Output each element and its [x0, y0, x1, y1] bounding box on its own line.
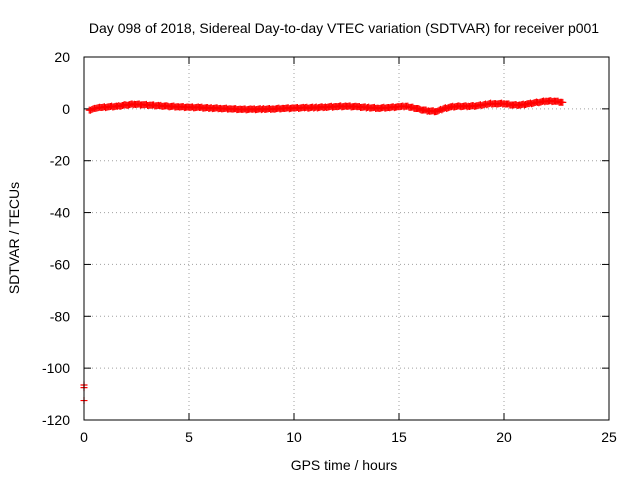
plot-frame — [83, 56, 610, 421]
y-tick-label: -60 — [50, 256, 70, 272]
y-tick-label: -120 — [42, 412, 70, 428]
x-tick-label: 15 — [391, 429, 407, 445]
x-tick-label: 10 — [286, 429, 302, 445]
y-tick-label: -100 — [42, 360, 70, 376]
grid-lines — [84, 57, 609, 420]
y-tick-label: -20 — [50, 153, 70, 169]
y-tick-label: 20 — [54, 49, 70, 65]
data-point — [559, 98, 567, 106]
y-tick-label: -80 — [50, 308, 70, 324]
y-tick-labels: 20 0 -20 -40 -60 -80 -100 -120 — [42, 49, 70, 428]
x-tick-label: 0 — [80, 429, 88, 445]
x-tick-labels: 0 5 10 15 20 25 — [80, 429, 617, 445]
data-points — [80, 97, 567, 405]
axis-ticks — [83, 56, 610, 421]
y-tick-label: 0 — [62, 101, 70, 117]
chart-title: Day 098 of 2018, Sidereal Day-to-day VTE… — [89, 20, 599, 36]
x-tick-label: 5 — [185, 429, 193, 445]
x-tick-label: 20 — [496, 429, 512, 445]
y-tick-label: -40 — [50, 205, 70, 221]
x-tick-label: 25 — [601, 429, 617, 445]
x-axis-label: GPS time / hours — [291, 457, 398, 473]
y-axis-label: SDTVAR / TECUs — [6, 182, 22, 294]
